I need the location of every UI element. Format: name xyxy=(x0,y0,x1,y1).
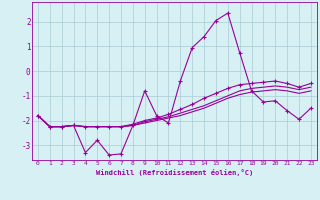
X-axis label: Windchill (Refroidissement éolien,°C): Windchill (Refroidissement éolien,°C) xyxy=(96,169,253,176)
